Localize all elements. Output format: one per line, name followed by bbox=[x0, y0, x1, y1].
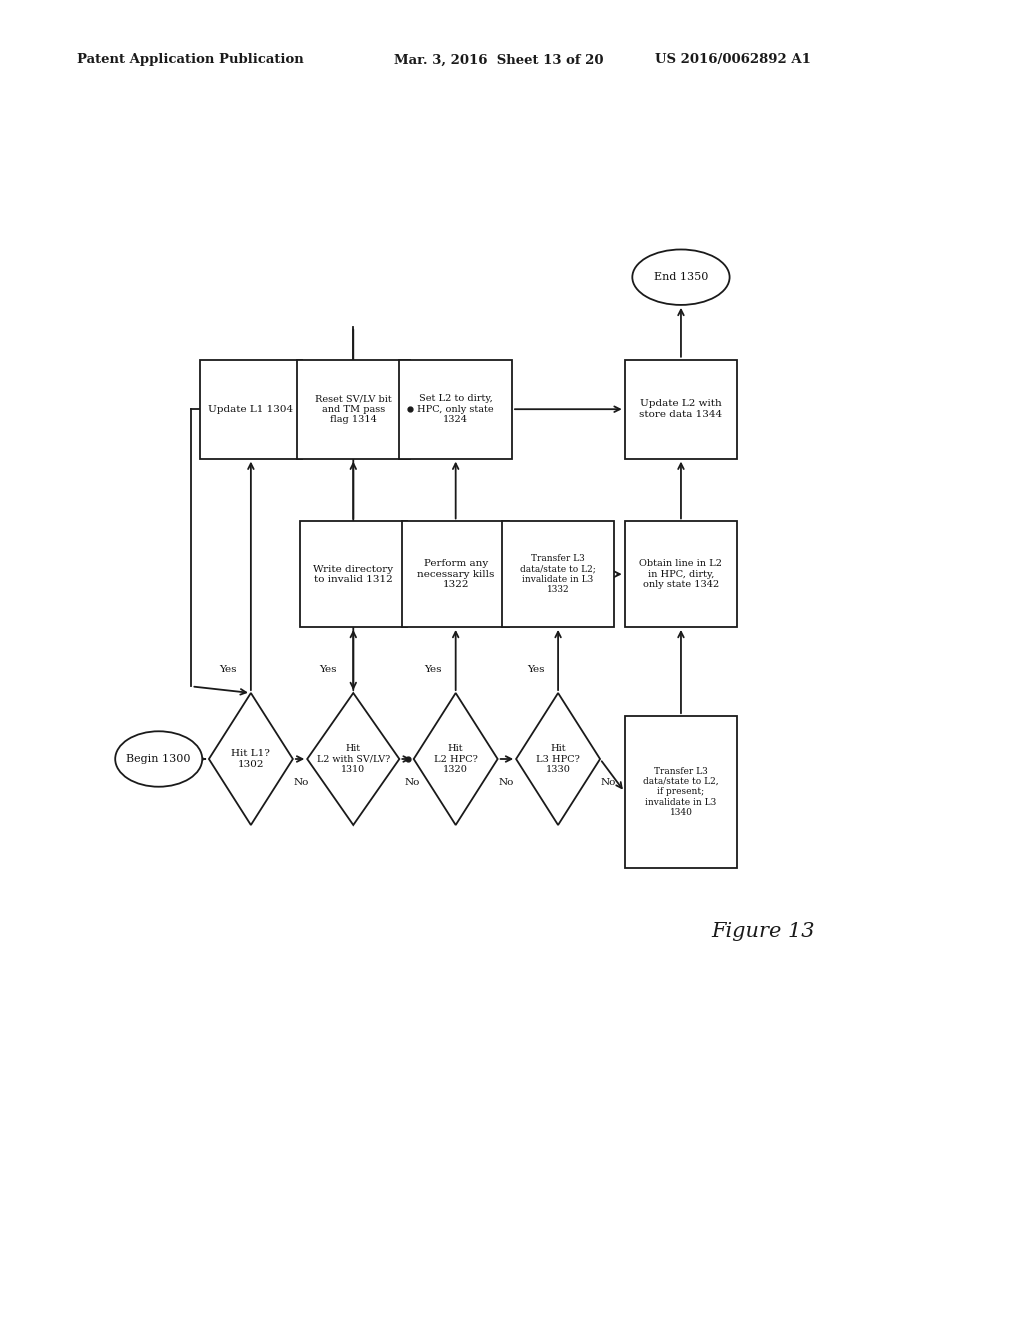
Text: Yes: Yes bbox=[526, 665, 545, 673]
FancyBboxPatch shape bbox=[399, 360, 512, 459]
Text: Yes: Yes bbox=[318, 665, 337, 673]
Text: End 1350: End 1350 bbox=[653, 272, 709, 282]
FancyBboxPatch shape bbox=[297, 360, 410, 459]
Text: Patent Application Publication: Patent Application Publication bbox=[77, 53, 303, 66]
FancyBboxPatch shape bbox=[625, 521, 737, 627]
FancyBboxPatch shape bbox=[299, 521, 407, 627]
Text: No: No bbox=[293, 779, 309, 787]
Text: Begin 1300: Begin 1300 bbox=[127, 754, 190, 764]
Text: Yes: Yes bbox=[219, 665, 238, 673]
Text: Transfer L3
data/state to L2;
invalidate in L3
1332: Transfer L3 data/state to L2; invalidate… bbox=[520, 554, 596, 594]
Text: Hit
L2 HPC?
1320: Hit L2 HPC? 1320 bbox=[434, 744, 477, 774]
Text: Obtain line in L2
in HPC, dirty,
only state 1342: Obtain line in L2 in HPC, dirty, only st… bbox=[639, 560, 723, 589]
Text: US 2016/0062892 A1: US 2016/0062892 A1 bbox=[655, 53, 811, 66]
Text: Perform any
necessary kills
1322: Perform any necessary kills 1322 bbox=[417, 560, 495, 589]
Text: Figure 13: Figure 13 bbox=[712, 923, 815, 941]
FancyBboxPatch shape bbox=[200, 360, 302, 459]
Text: No: No bbox=[404, 779, 421, 787]
Text: Mar. 3, 2016  Sheet 13 of 20: Mar. 3, 2016 Sheet 13 of 20 bbox=[394, 53, 604, 66]
Polygon shape bbox=[209, 693, 293, 825]
Text: No: No bbox=[600, 779, 616, 787]
Text: Update L1 1304: Update L1 1304 bbox=[208, 405, 294, 413]
Text: Write directory
to invalid 1312: Write directory to invalid 1312 bbox=[313, 565, 393, 583]
Ellipse shape bbox=[115, 731, 203, 787]
FancyBboxPatch shape bbox=[502, 521, 614, 627]
Polygon shape bbox=[307, 693, 399, 825]
Text: Transfer L3
data/state to L2,
if present;
invalidate in L3
1340: Transfer L3 data/state to L2, if present… bbox=[643, 767, 719, 817]
Text: Hit
L2 with SV/LV?
1310: Hit L2 with SV/LV? 1310 bbox=[316, 744, 390, 774]
Text: No: No bbox=[498, 779, 514, 787]
Text: Set L2 to dirty,
HPC, only state
1324: Set L2 to dirty, HPC, only state 1324 bbox=[418, 395, 494, 424]
Text: Reset SV/LV bit
and TM pass
flag 1314: Reset SV/LV bit and TM pass flag 1314 bbox=[315, 395, 391, 424]
Text: Hit
L3 HPC?
1330: Hit L3 HPC? 1330 bbox=[537, 744, 580, 774]
Ellipse shape bbox=[633, 249, 729, 305]
Text: Update L2 with
store data 1344: Update L2 with store data 1344 bbox=[639, 400, 723, 418]
Polygon shape bbox=[516, 693, 600, 825]
FancyBboxPatch shape bbox=[625, 360, 737, 459]
FancyBboxPatch shape bbox=[625, 715, 737, 869]
Polygon shape bbox=[414, 693, 498, 825]
Text: Hit L1?
1302: Hit L1? 1302 bbox=[231, 750, 270, 768]
FancyBboxPatch shape bbox=[401, 521, 510, 627]
Text: Yes: Yes bbox=[424, 665, 442, 673]
